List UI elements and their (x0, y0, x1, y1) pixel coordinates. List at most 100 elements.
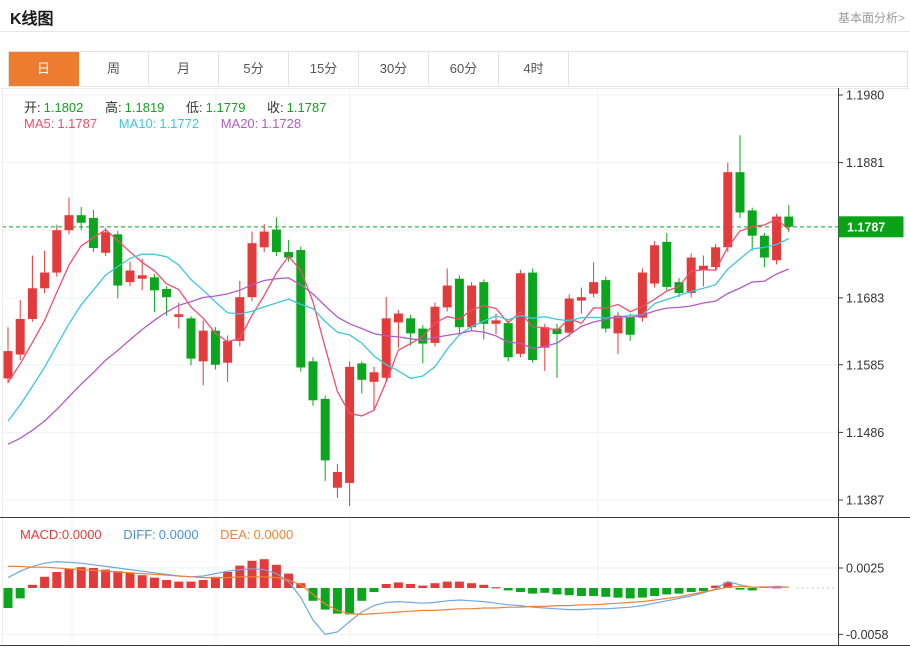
macd-bar (247, 560, 257, 588)
macd-bar (662, 588, 672, 595)
candle-body (686, 257, 696, 294)
macd-bar (101, 569, 111, 588)
tab-monthly[interactable]: 月 (149, 52, 219, 86)
candle-body (503, 323, 513, 358)
candle-body (772, 216, 782, 261)
macd-bar (711, 585, 721, 588)
dea-line (8, 565, 789, 616)
interval-tab-bar: 日 周 月 5分 15分 30分 60分 4时 (8, 51, 908, 87)
candle-body (637, 272, 647, 318)
current-price-badge (838, 216, 904, 238)
macd-bar (27, 584, 37, 588)
macd-bar (515, 588, 525, 592)
high-label: 高: (105, 100, 122, 115)
macd-bar (442, 581, 452, 588)
macd-bar (735, 588, 745, 590)
ma5-line (7, 218, 790, 417)
ma10-line (7, 237, 790, 422)
dea-label: DEA: (220, 527, 251, 542)
macd-bar (674, 588, 684, 594)
candle-body (515, 273, 525, 354)
candle-body (271, 229, 281, 253)
candle-body (625, 316, 635, 335)
macd-tick-label: -0.0058 (846, 628, 888, 642)
macd-bar (369, 588, 379, 592)
candle-body (759, 235, 769, 258)
candle-body (406, 318, 416, 334)
ma10-value: 1.1772 (159, 116, 200, 131)
candle-body (650, 245, 660, 284)
candle-body (162, 288, 172, 298)
macd-bar (345, 588, 355, 615)
macd-bar (723, 582, 733, 588)
candle-body (393, 313, 403, 323)
candle-body (64, 215, 74, 231)
candle-body (284, 252, 294, 258)
gridlines (2, 88, 838, 645)
tab-15min[interactable]: 15分 (289, 52, 359, 86)
fundamental-analysis-link[interactable]: 基本面分析> (837, 11, 905, 25)
ma10-label: MA10: (118, 116, 157, 131)
macd-bar (259, 559, 269, 588)
macd-bar (406, 584, 416, 588)
ma20-label: MA20: (220, 116, 259, 131)
tab-weekly[interactable]: 周 (79, 52, 149, 86)
candle-body (674, 282, 684, 294)
candle-body (369, 372, 379, 382)
ma5-value: 1.1787 (57, 116, 98, 131)
candle-body (467, 285, 477, 328)
macd-bar (357, 588, 367, 601)
candle-body (345, 366, 355, 483)
candle-body (223, 340, 233, 363)
macd-bar (381, 584, 391, 588)
candles (3, 135, 794, 507)
open-label: 开: (24, 100, 41, 115)
macd-bar (552, 588, 562, 595)
candle-body (174, 314, 184, 317)
candle-body (747, 210, 757, 236)
candle-body (528, 272, 538, 360)
macd-bar (210, 576, 220, 588)
macd-bar (174, 581, 184, 588)
price-tick-label: 1.1486 (846, 426, 884, 440)
candle-body (576, 297, 586, 301)
macd-bar (540, 588, 550, 593)
macd-bar (454, 581, 464, 588)
price-tick-label: 1.1683 (846, 291, 884, 305)
macd-bar (296, 583, 306, 588)
candle-body (76, 215, 86, 223)
high-value: 1.1819 (124, 100, 165, 115)
candle-body (235, 297, 245, 341)
price-tick-label: 1.1585 (846, 358, 884, 372)
macd-bar (40, 576, 50, 588)
candle-body (540, 327, 550, 348)
ma5-label: MA5: (24, 116, 55, 131)
macd-bar (625, 588, 635, 599)
macd-tick-label: 0.0025 (846, 562, 884, 576)
macd-legend: MACD:0.0000 DIFF: 0.0000 DEA: 0.0000 (20, 527, 296, 542)
macd-bar (3, 588, 13, 608)
macd-bar (528, 588, 538, 594)
tab-daily[interactable]: 日 (9, 52, 79, 86)
candlestick-chart[interactable]: 1.1980 1.1881 1.1683 1.1585 1.1486 1.1387 0.00… (0, 88, 910, 649)
tab-5min[interactable]: 5分 (219, 52, 289, 86)
macd-bar (393, 582, 403, 588)
candle-body (210, 330, 220, 365)
price-tick-label: 1.1881 (846, 156, 884, 170)
tab-60min[interactable]: 60分 (429, 52, 499, 86)
candle-body (137, 275, 147, 279)
macd-bar (503, 588, 513, 591)
diff-line (7, 560, 789, 636)
tab-4hour[interactable]: 4时 (499, 52, 569, 86)
candle-body (198, 330, 208, 362)
candle-body (723, 172, 733, 248)
candle-body (88, 217, 98, 248)
dea-value: 0.0000 (253, 527, 294, 542)
macd-bar (564, 588, 574, 596)
macd-label: MACD: (20, 527, 62, 542)
macd-bar (162, 580, 172, 588)
tab-30min[interactable]: 30分 (359, 52, 429, 86)
macd-bar (772, 587, 782, 589)
candle-body (332, 471, 342, 488)
candle-body (698, 265, 708, 270)
